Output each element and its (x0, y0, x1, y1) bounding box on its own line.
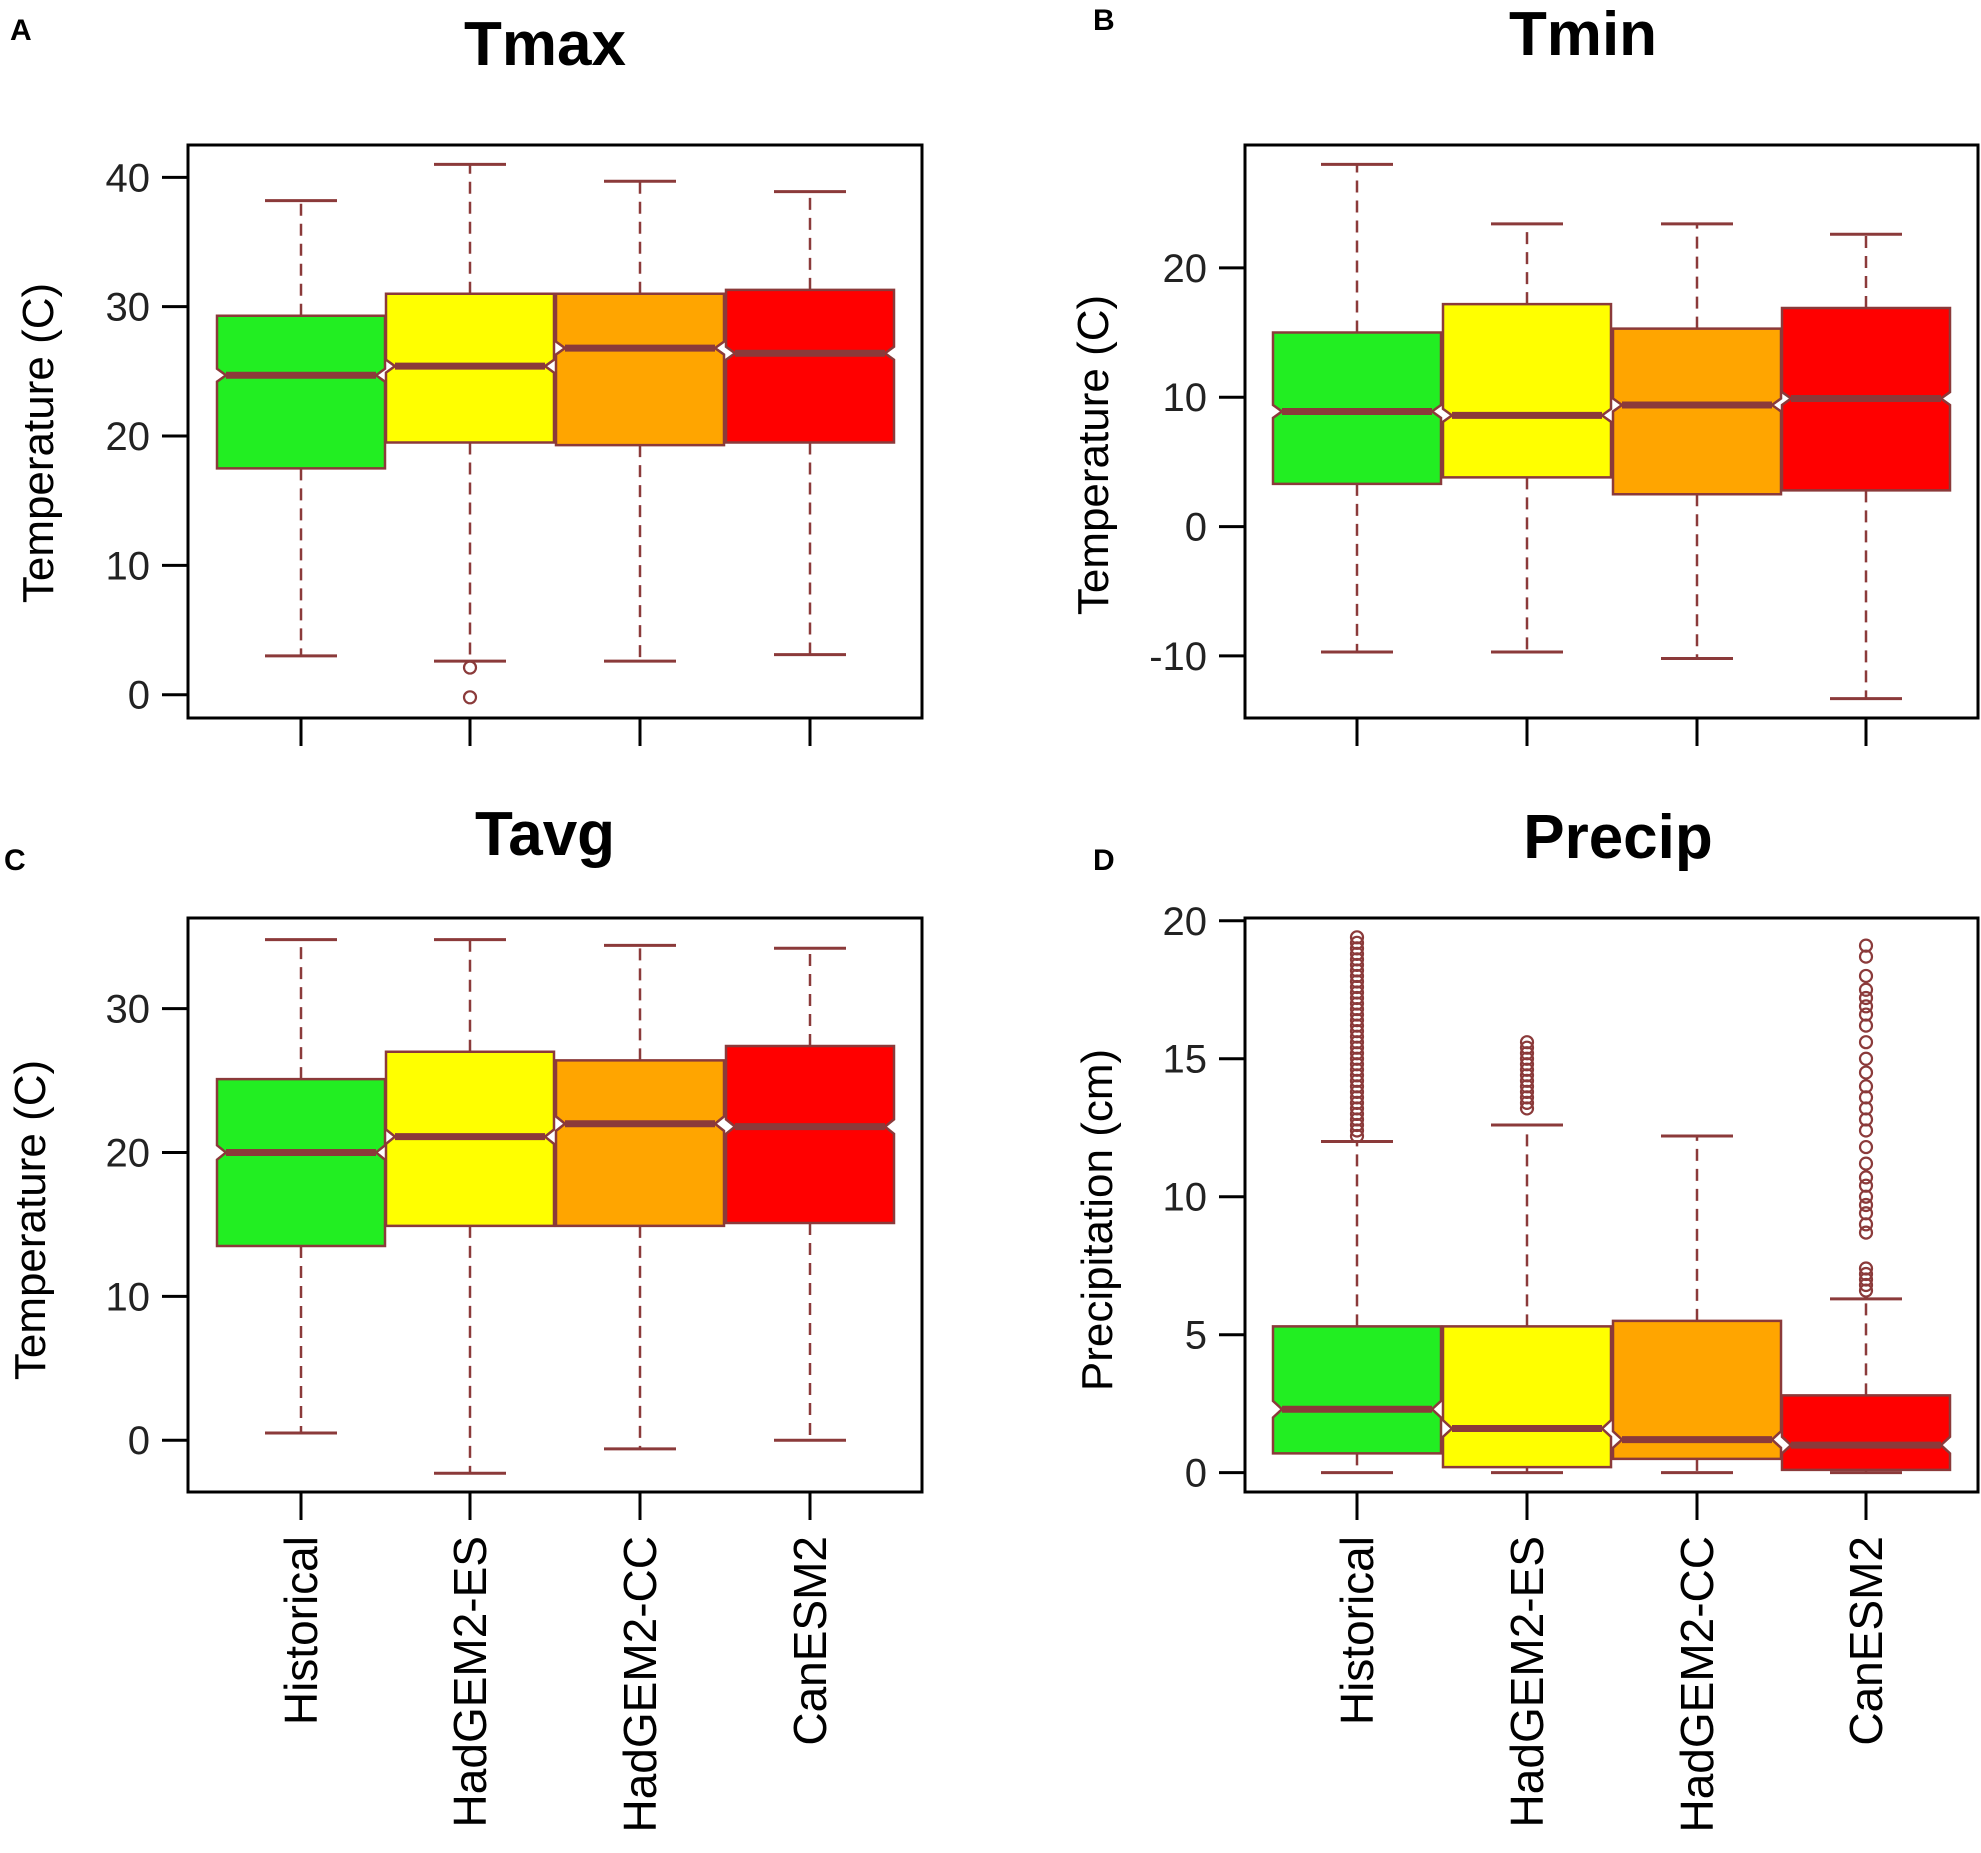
box-tavg-canesm2 (724, 1044, 896, 1225)
outlier-tmax-hadgem2-es (462, 660, 478, 675)
category-label-precip-canesm2: CanESM2 (1840, 1536, 1892, 1746)
box-precip-hadgem2-es (1441, 1325, 1613, 1469)
box-tmax-hadgem2-cc (554, 292, 726, 447)
category-label-precip-historical: Historical (1331, 1536, 1383, 1725)
outlier-precip-canesm2 (1858, 938, 1874, 953)
plot-frame-precip (1243, 916, 1980, 1494)
panel-tmin: B Tmin Temperature (C) -10 0 10 20 (1069, 0, 1980, 746)
outlier-precip-canesm2 (1858, 1197, 1874, 1213)
box-tmin-hadgem2-es (1441, 302, 1613, 479)
category-label-precip-hadgem2-es: HadGEM2-ES (1501, 1536, 1553, 1827)
box-precip-canesm2 (1780, 1394, 1952, 1472)
category-label-tavg-hadgem2-cc: HadGEM2-CC (614, 1536, 666, 1833)
panel-title-tmax: Tmax (464, 10, 626, 79)
plot-area-tavg: 0 10 20 30 Historical HadGEM2-ES HadGEM2-CC Can… (106, 916, 924, 1833)
panel-tavg: C Tavg Temperature (C) 0 10 20 30 Historical… (4, 800, 924, 1833)
y-axis-label-tmin: Temperature (C) (1069, 295, 1118, 615)
panel-title-tmin: Tmin (1509, 0, 1657, 69)
y-tick-label-tmax: 0 (128, 674, 150, 718)
outlier-precip-canesm2 (1858, 990, 1874, 1006)
category-label-tavg-historical: Historical (275, 1536, 327, 1725)
outlier-precip-historical (1349, 930, 1365, 945)
outlier-precip-canesm2 (1858, 968, 1874, 984)
y-tick-label-tmax: 20 (106, 415, 151, 459)
y-tick-label-tmax: 40 (106, 156, 151, 200)
panel-title-tavg: Tavg (475, 800, 615, 869)
outlier-precip-canesm2 (1858, 1035, 1874, 1050)
outlier-precip-canesm2 (1858, 1178, 1874, 1193)
outlier-precip-canesm2 (1858, 1051, 1874, 1066)
outlier-precip-canesm2 (1858, 1266, 1874, 1282)
outlier-precip-canesm2 (1858, 1156, 1874, 1171)
y-tick-label-precip: 10 (1163, 1176, 1208, 1220)
outlier-precip-canesm2 (1858, 1206, 1874, 1221)
y-tick-label-tavg: 10 (106, 1275, 151, 1319)
y-tick-label-tmin: 20 (1163, 247, 1208, 291)
plot-frame-tmax (186, 143, 924, 720)
y-tick-label-precip: 20 (1163, 900, 1208, 944)
panel-letter-c: C (4, 844, 26, 877)
y-tick-label-tmax: 30 (106, 286, 151, 330)
outlier-precip-canesm2 (1858, 1007, 1874, 1022)
y-tick-label-tavg: 20 (106, 1131, 151, 1175)
y-tick-label-tavg: 30 (106, 988, 151, 1032)
outlier-precip-hadgem2-es (1519, 1035, 1535, 1050)
category-label-tavg-hadgem2-es: HadGEM2-ES (444, 1536, 496, 1827)
box-tavg-historical (215, 1077, 387, 1248)
y-tick-label-tavg: 0 (128, 1419, 150, 1463)
panel-letter-d: D (1093, 844, 1115, 877)
panel-letter-a: A (10, 14, 32, 47)
box-precip-historical (1271, 1325, 1443, 1455)
box-tmax-canesm2 (724, 288, 896, 444)
plot-frame-tavg (186, 916, 924, 1494)
category-label-precip-hadgem2-cc: HadGEM2-CC (1671, 1536, 1723, 1833)
panel-title-precip: Precip (1523, 803, 1713, 872)
panel-letter-b: B (1093, 4, 1115, 37)
outlier-precip-canesm2 (1858, 1079, 1874, 1094)
y-axis-label-precip: Precipitation (cm) (1073, 1049, 1122, 1391)
outlier-precip-canesm2 (1858, 1261, 1874, 1276)
y-axis-label-tmax: Temperature (C) (14, 283, 63, 603)
box-tmax-historical (215, 314, 387, 470)
y-tick-label-tmin: 10 (1163, 376, 1208, 420)
outlier-precip-canesm2 (1858, 1225, 1874, 1240)
plot-area-tmax: 0 10 20 30 40 (106, 143, 924, 746)
y-tick-label-precip: 0 (1185, 1452, 1207, 1496)
panel-precip: D Precip Precipitation (cm) 0 5 10 15 20 Hist… (1073, 803, 1980, 1833)
outlier-precip-canesm2 (1858, 1170, 1874, 1185)
outlier-precip-canesm2 (1858, 999, 1874, 1014)
outlier-precip-historical (1349, 935, 1365, 950)
outlier-tmax-hadgem2-es (462, 690, 478, 705)
outlier-precip-canesm2 (1858, 1065, 1874, 1080)
box-tmin-hadgem2-cc (1611, 327, 1783, 496)
y-tick-label-tmax: 10 (106, 544, 151, 588)
plot-frame-tmin (1243, 143, 1980, 720)
plot-area-tmin: -10 0 10 20 (1149, 143, 1980, 746)
outlier-precip-canesm2 (1858, 1139, 1874, 1155)
outlier-precip-canesm2 (1858, 982, 1874, 997)
y-tick-label-tmin: 0 (1185, 506, 1207, 550)
box-tavg-hadgem2-cc (554, 1059, 726, 1228)
category-label-tavg-canesm2: CanESM2 (784, 1536, 836, 1746)
y-tick-label-precip: 15 (1163, 1038, 1208, 1082)
panel-tmax: A Tmax Temperature (C) 0 10 20 30 40 (10, 10, 924, 746)
y-tick-label-precip: 5 (1185, 1314, 1207, 1358)
y-axis-label-tavg: Temperature (C) (6, 1060, 55, 1380)
y-tick-label-tmin: -10 (1149, 635, 1207, 679)
plot-area-precip: 0 5 10 15 20 Historical HadGEM2-ES HadGEM2-CC Ca… (1163, 900, 1980, 1833)
outlier-precip-hadgem2-es (1519, 1040, 1535, 1055)
